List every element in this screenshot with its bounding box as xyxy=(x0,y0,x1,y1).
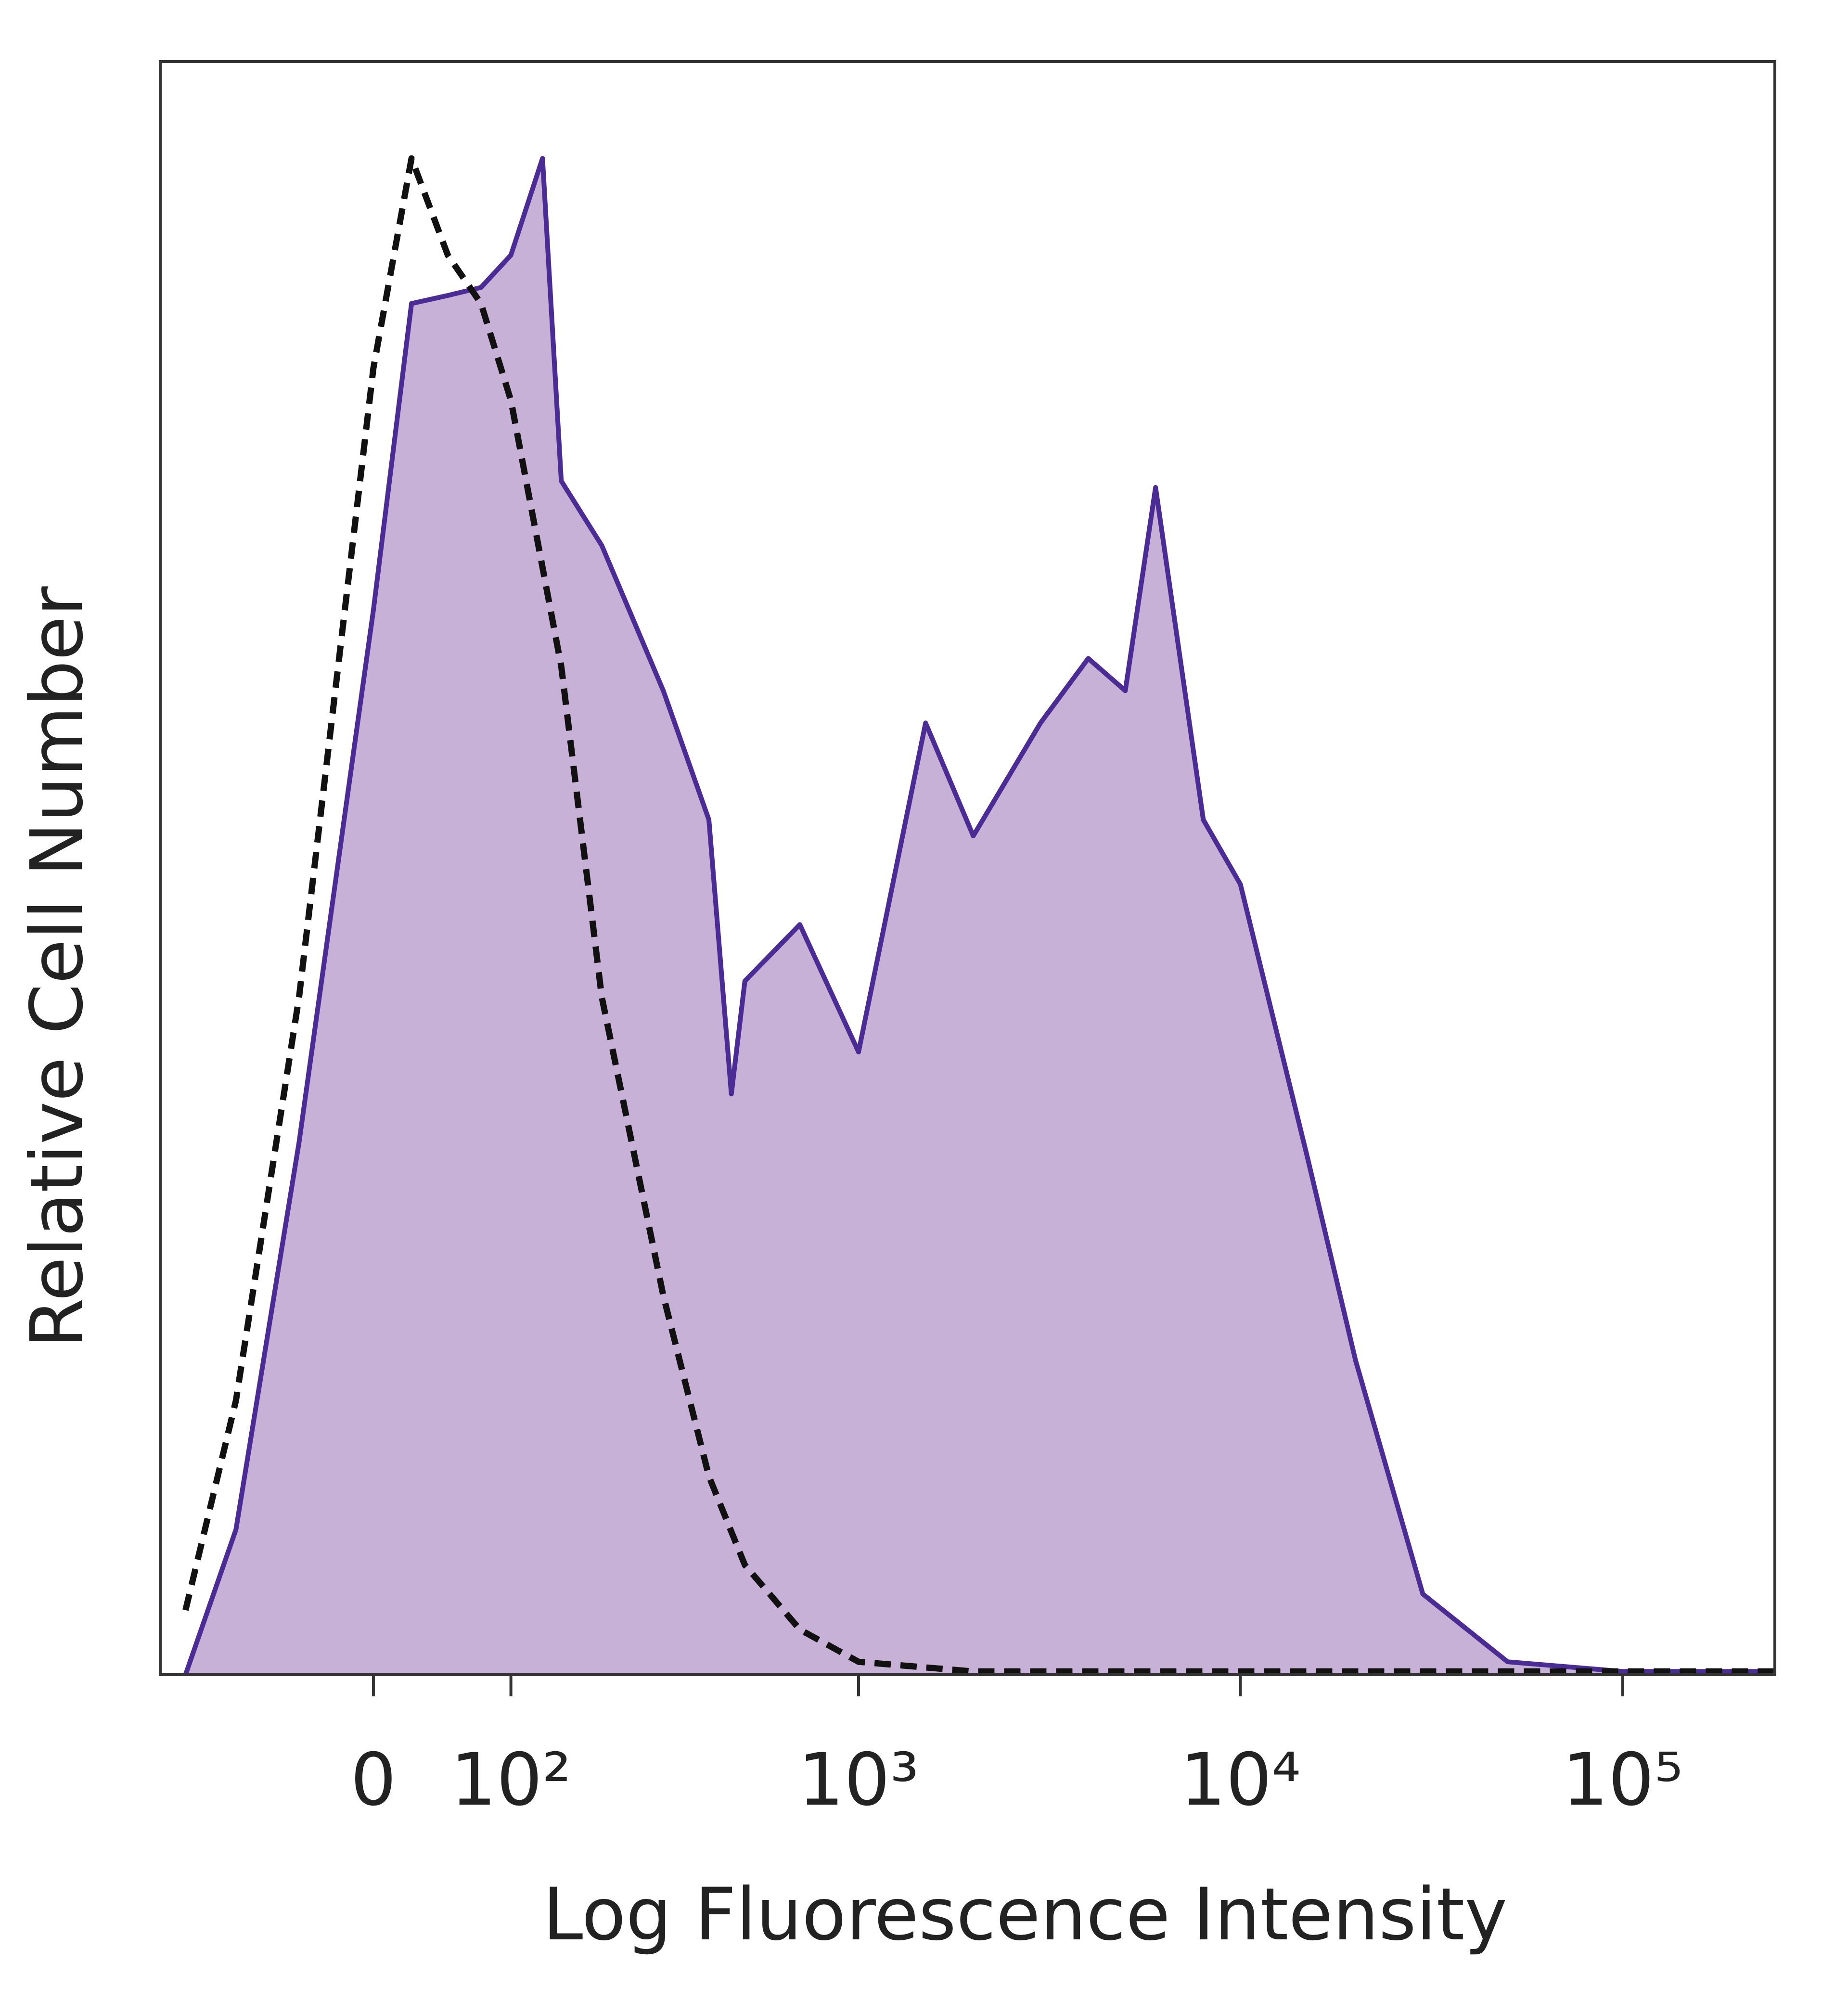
x-axis-title: Log Fluorescence Intensity xyxy=(543,1873,1507,1957)
histogram-line xyxy=(183,156,1775,1676)
x-tick-label: 10⁴ xyxy=(1180,1738,1301,1822)
x-tick-label: 10³ xyxy=(798,1738,919,1822)
y-axis-title: Relative Cell Number xyxy=(15,586,99,1348)
dashed-line xyxy=(182,155,1775,1675)
area-fill xyxy=(185,158,1775,1675)
x-tick-label: 0 xyxy=(350,1738,396,1822)
x-tick-label: 10⁵ xyxy=(1562,1738,1683,1822)
x-tick-label: 10² xyxy=(450,1738,571,1822)
plot-frame xyxy=(159,60,1776,1676)
